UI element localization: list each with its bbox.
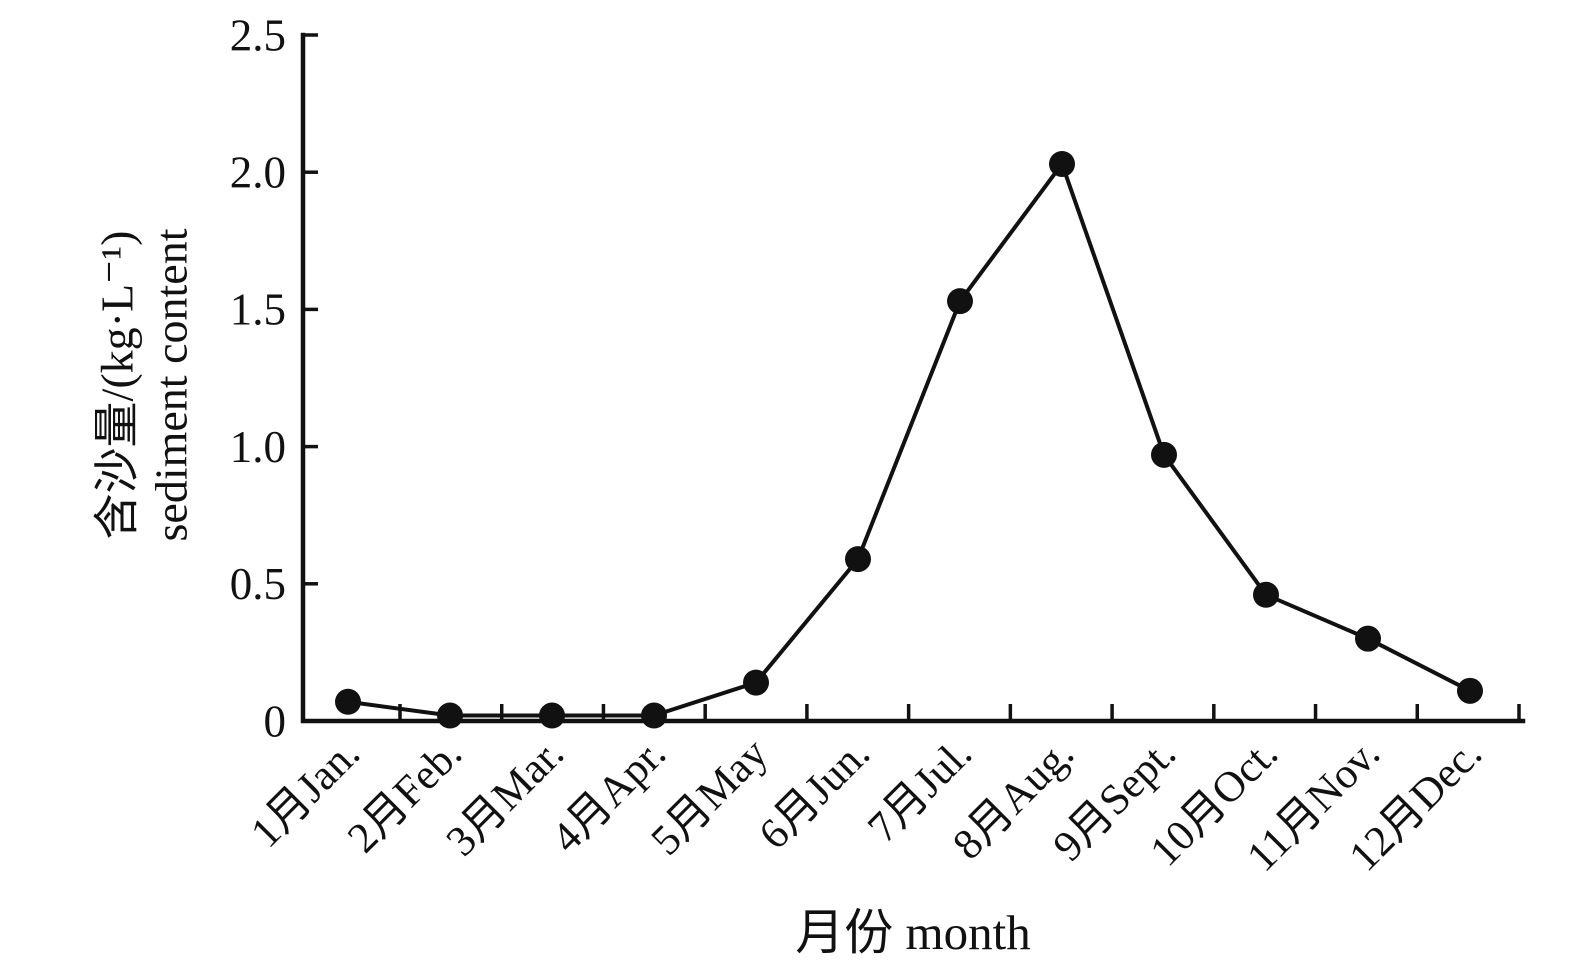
x-axis-tick-label: 5月May <box>642 729 777 864</box>
y-axis-tick-label: 0 <box>264 696 287 746</box>
data-point-month-11 <box>1355 625 1381 652</box>
y-axis-title-cn: 含沙量/(kg·L⁻¹) <box>91 230 143 540</box>
data-point-month-7 <box>947 288 973 315</box>
y-axis-tick-label: 2.5 <box>230 10 286 60</box>
data-point-month-8 <box>1049 150 1075 177</box>
x-axis-title: 月份 month <box>795 905 1031 960</box>
y-axis-tick-label: 2.0 <box>230 148 286 198</box>
y-axis-title: 含沙量/(kg·L⁻¹) sediment content <box>91 229 200 542</box>
data-point-month-2 <box>437 702 463 729</box>
data-point-month-5 <box>743 669 769 696</box>
axis-spines <box>300 32 1526 724</box>
y-axis-title-en: sediment content <box>146 228 197 542</box>
y-axis-tick-label: 0.5 <box>230 559 286 609</box>
x-axis-tick-label: 6月Jun. <box>750 730 879 859</box>
y-axis-tick-label: 1.5 <box>230 285 286 335</box>
data-point-month-9 <box>1151 441 1177 468</box>
data-point-month-3 <box>539 702 565 729</box>
data-point-month-4 <box>641 702 667 729</box>
data-point-month-10 <box>1253 581 1279 608</box>
data-line <box>347 161 1471 718</box>
data-point-month-6 <box>845 546 871 573</box>
data-point-month-1 <box>335 688 361 715</box>
y-axis-tick-label: 1.0 <box>230 422 286 472</box>
data-point-month-12 <box>1457 677 1483 704</box>
